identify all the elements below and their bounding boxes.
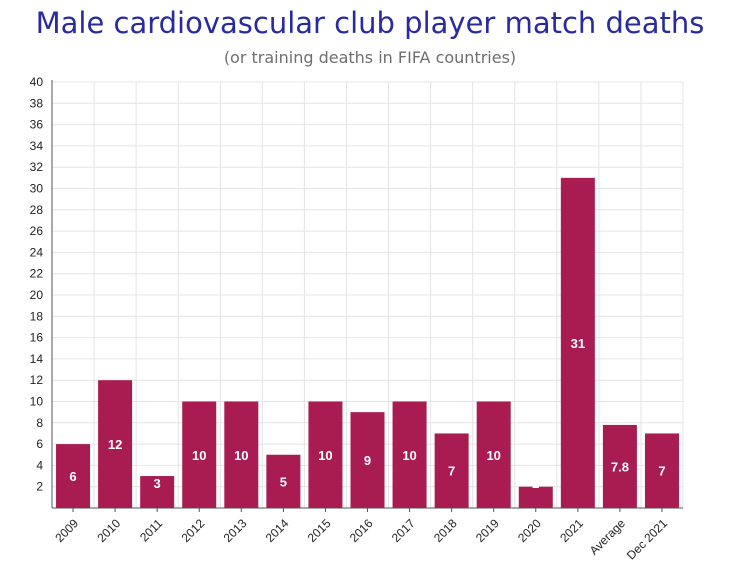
y-tick-label: 10: [30, 395, 44, 409]
y-tick-label: 6: [36, 437, 43, 451]
y-tick-label: 38: [30, 96, 44, 110]
x-tick-label: 2010: [94, 516, 123, 545]
bar: [392, 401, 427, 508]
x-tick-label: 2019: [473, 516, 502, 545]
x-tick-label: 2018: [431, 516, 460, 545]
data-label: 31: [571, 336, 585, 351]
data-label: 10: [318, 448, 332, 463]
chart-title: Male cardiovascular club player match de…: [35, 6, 705, 40]
y-tick-label: 20: [30, 288, 44, 302]
x-tick-label: Average: [587, 516, 629, 558]
data-label: 6: [69, 469, 76, 484]
data-label: 7.8: [611, 459, 629, 474]
y-tick-label: 4: [36, 458, 43, 472]
data-label: 10: [486, 448, 500, 463]
bar: [560, 177, 595, 508]
x-tick-label: 2017: [389, 516, 418, 545]
y-tick-label: 18: [30, 309, 44, 323]
y-tick-label: 26: [30, 224, 44, 238]
x-tick-label: Dec 2021: [624, 516, 670, 562]
data-label: 10: [402, 448, 416, 463]
y-tick-label: 32: [30, 160, 44, 174]
y-tick-label: 22: [30, 267, 44, 281]
y-tick-label: 14: [30, 352, 44, 366]
data-label: 3: [154, 476, 161, 491]
y-tick-label: 8: [36, 416, 43, 430]
bar: [518, 486, 553, 508]
bar: [350, 412, 385, 508]
x-tick-label: 2021: [557, 516, 586, 545]
x-tick-label: 2015: [305, 516, 334, 545]
bar: [308, 401, 343, 508]
bar: [182, 401, 217, 508]
bar: [140, 476, 175, 508]
x-tick-label: 2016: [347, 516, 376, 545]
y-tick-label: 28: [30, 203, 44, 217]
data-label: 10: [192, 448, 206, 463]
bar: [602, 424, 637, 508]
bar: [224, 401, 259, 508]
x-tick-label: 2013: [221, 516, 250, 545]
bar: [98, 380, 133, 508]
bar: [476, 401, 511, 508]
data-labels: 6 12 3 10 10 5 10 9 10 7 10 2 31 7.8 7: [69, 336, 665, 491]
bar: [644, 433, 679, 508]
y-tick-label: 12: [30, 373, 44, 387]
x-tick-labels: 2009 2010 2011 2012 2013 2014 2015 2016 2017 2018…: [52, 516, 670, 562]
data-label: 12: [108, 437, 122, 452]
y-tick-label: 16: [30, 331, 44, 345]
y-tick-label: 24: [30, 245, 44, 259]
bar: [434, 433, 469, 508]
data-label: 7: [448, 464, 455, 479]
y-tick-label: 36: [30, 118, 44, 132]
x-tick-label: 2009: [52, 516, 81, 545]
x-tick-label: 2020: [515, 516, 544, 545]
data-label: 7: [658, 464, 665, 479]
data-label: 10: [234, 448, 248, 463]
bar: [56, 444, 91, 508]
x-tick-label: 2011: [137, 516, 165, 544]
bars: [56, 177, 679, 508]
x-tick-label: 2014: [263, 516, 292, 545]
y-tick-label: 30: [30, 182, 44, 196]
data-label: 9: [364, 453, 371, 468]
y-tick-label: 2: [36, 480, 43, 494]
chart-subtitle: (or training deaths in FIFA countries): [223, 48, 517, 67]
x-tick-label: 2012: [179, 516, 208, 545]
y-tick-label: 40: [30, 75, 44, 89]
bar: [266, 454, 301, 508]
data-label: 2: [532, 476, 539, 491]
y-tick-label: 34: [30, 139, 44, 153]
data-label: 5: [280, 474, 287, 489]
